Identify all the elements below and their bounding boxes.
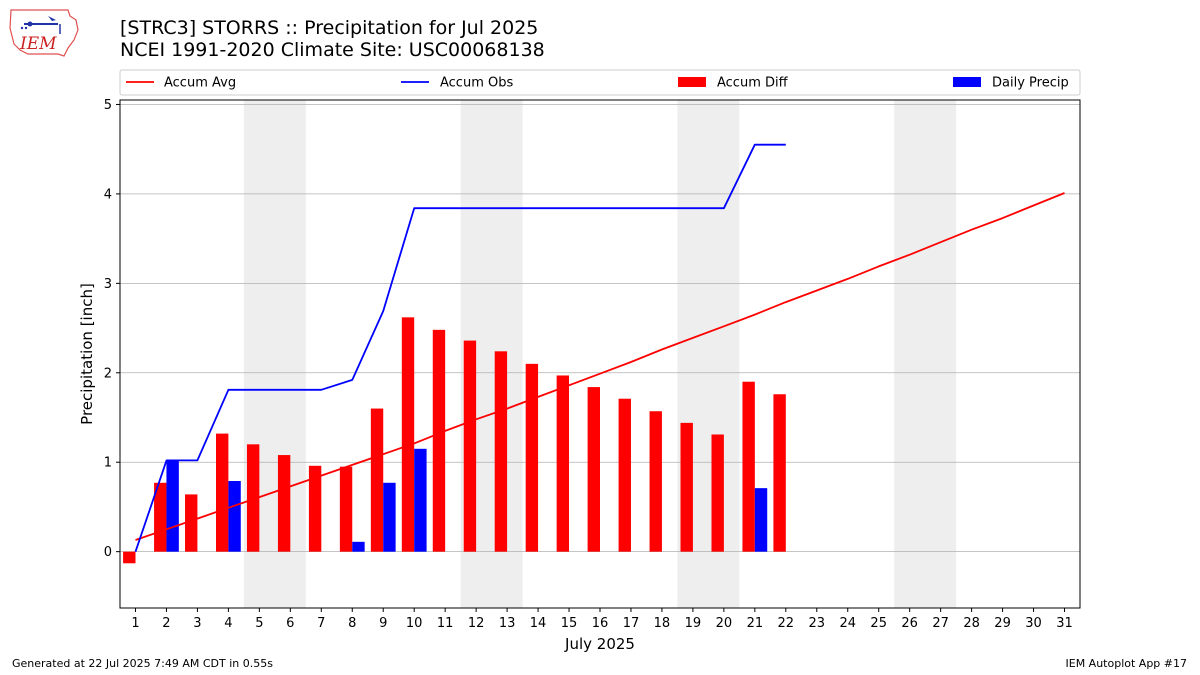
- x-tick-label-16: 16: [592, 616, 609, 631]
- legend-accum-diff-swatch: [678, 77, 706, 87]
- y-tick-label-2: 2: [104, 366, 112, 381]
- legend-daily-precip-label: Daily Precip: [992, 76, 1069, 91]
- daily-precip-bar-day-10: [414, 448, 427, 552]
- accum-diff-bar-day-5: [246, 444, 260, 552]
- daily-precip-bar-day-9: [383, 482, 396, 552]
- accum-diff-bar-day-8: [339, 466, 353, 552]
- accum-diff-bar-day-6: [277, 455, 291, 552]
- x-tick-label-30: 30: [1025, 616, 1042, 631]
- x-tick-label-12: 12: [468, 616, 485, 631]
- y-tick-label-1: 1: [104, 456, 112, 471]
- legend: Accum Avg Accum Obs Accum Diff Daily Pre…: [119, 69, 1081, 96]
- daily-precip-bar-day-21: [754, 488, 768, 552]
- legend-daily-precip-swatch: [953, 77, 981, 87]
- accum-diff-bar-day-15: [556, 375, 570, 552]
- accum-diff-bar-day-9: [370, 408, 384, 552]
- iem-logo-graphic: IEM: [9, 9, 79, 57]
- x-tick-label-18: 18: [654, 616, 671, 631]
- x-tick-label-28: 28: [963, 616, 980, 631]
- x-tick-label-29: 29: [994, 616, 1011, 631]
- x-tick-label-11: 11: [437, 616, 454, 631]
- x-tick-label-9: 9: [379, 616, 387, 631]
- y-tick-label-5: 5: [104, 98, 112, 113]
- accum-diff-bar-day-18: [649, 411, 662, 552]
- accum-diff-bar-day-10: [401, 317, 415, 552]
- accum-obs-line: [134, 143, 786, 552]
- daily-precip-bar-day-4: [228, 481, 241, 552]
- legend-accum-diff-label: Accum Diff: [717, 76, 789, 91]
- daily-precip-bar-day-2: [166, 460, 179, 552]
- x-tick-label-8: 8: [348, 616, 356, 631]
- title-line-1: [STRC3] STORRS :: Precipitation for Jul …: [120, 17, 539, 39]
- accum-diff-bar-day-4: [216, 433, 229, 552]
- x-tick-label-19: 19: [685, 616, 702, 631]
- y-tick-label-3: 3: [104, 277, 112, 292]
- accum-diff-bar-day-17: [618, 398, 631, 552]
- accum-diff-bar-day-7: [308, 465, 322, 552]
- accum-diff-bar-day-19: [680, 422, 693, 552]
- y-axis-ticks: 0 1 2 3 4 5: [104, 98, 120, 560]
- legend-accum-avg-label: Accum Avg: [164, 76, 236, 91]
- x-tick-label-3: 3: [193, 616, 201, 631]
- accum-diff-bars: [123, 317, 786, 564]
- footer-app-name: IEM Autoplot App #17: [1065, 657, 1188, 670]
- y-tick-label-0: 0: [104, 545, 112, 560]
- accum-diff-bar-day-14: [525, 363, 539, 552]
- accum-diff-bar-day-12: [463, 340, 477, 552]
- x-tick-label-17: 17: [623, 616, 640, 631]
- title-line-2: NCEI 1991-2020 Climate Site: USC00068138: [120, 39, 545, 61]
- accum-diff-bar-day-22: [773, 394, 786, 552]
- x-tick-label-26: 26: [901, 616, 918, 631]
- logo-text: IEM: [19, 34, 57, 54]
- x-tick-label-13: 13: [499, 616, 516, 631]
- legend-frame: [119, 69, 1081, 96]
- x-tick-label-2: 2: [162, 616, 170, 631]
- x-tick-label-14: 14: [530, 616, 547, 631]
- chart-title: [STRC3] STORRS :: Precipitation for Jul …: [120, 17, 545, 61]
- accum-diff-bar-day-11: [432, 329, 446, 552]
- accum-diff-bar-day-20: [711, 434, 724, 552]
- x-tick-label-31: 31: [1056, 616, 1073, 631]
- x-tick-label-23: 23: [809, 616, 826, 631]
- x-tick-label-25: 25: [870, 616, 887, 631]
- y-axis-label: Precipitation [inch]: [78, 283, 96, 425]
- weekend-shade-4: [894, 100, 957, 608]
- accum-diff-bar-day-13: [494, 351, 508, 552]
- accum-lines: [134, 143, 1065, 552]
- x-tick-label-20: 20: [716, 616, 733, 631]
- x-tick-label-24: 24: [839, 616, 856, 631]
- x-tick-label-7: 7: [317, 616, 325, 631]
- x-tick-label-4: 4: [224, 616, 232, 631]
- legend-accum-obs-label: Accum Obs: [440, 76, 513, 91]
- x-tick-label-27: 27: [932, 616, 949, 631]
- x-tick-label-10: 10: [406, 616, 423, 631]
- x-tick-label-6: 6: [286, 616, 294, 631]
- accum-diff-bar-day-21: [742, 381, 755, 552]
- x-tick-label-5: 5: [255, 616, 263, 631]
- x-tick-label-21: 21: [747, 616, 764, 631]
- daily-precip-bar-day-8: [352, 541, 365, 552]
- accum-diff-bar-day-2: [154, 482, 167, 552]
- x-tick-label-1: 1: [131, 616, 139, 631]
- x-tick-label-15: 15: [561, 616, 578, 631]
- x-tick-label-22: 22: [778, 616, 795, 631]
- accum-avg-line: [135, 192, 1065, 541]
- accum-diff-bar-day-16: [587, 387, 600, 552]
- x-axis-ticks: 1 2 3 4 5 6 7 8 9 10 11 12 13 14 15 16 17 18 19 20 21 22 23 24 2…: [131, 608, 1073, 631]
- iem-logo: IEM: [8, 6, 82, 60]
- accum-diff-bar-day-1: [123, 551, 136, 564]
- accum-diff-bar-day-3: [185, 494, 198, 552]
- y-tick-label-4: 4: [104, 187, 112, 202]
- footer-generated: Generated at 22 Jul 2025 7:49 AM CDT in …: [12, 657, 273, 670]
- x-axis-label: July 2025: [564, 635, 635, 653]
